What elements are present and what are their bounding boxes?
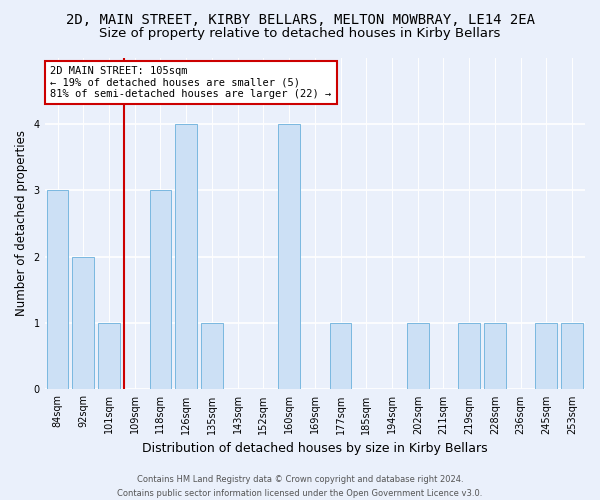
Text: Size of property relative to detached houses in Kirby Bellars: Size of property relative to detached ho… <box>100 28 500 40</box>
Bar <box>98 323 120 390</box>
Bar <box>201 323 223 390</box>
X-axis label: Distribution of detached houses by size in Kirby Bellars: Distribution of detached houses by size … <box>142 442 488 455</box>
Bar <box>149 190 172 390</box>
Bar <box>561 323 583 390</box>
Bar <box>278 124 300 390</box>
Text: Contains HM Land Registry data © Crown copyright and database right 2024.
Contai: Contains HM Land Registry data © Crown c… <box>118 476 482 498</box>
Text: 2D, MAIN STREET, KIRBY BELLARS, MELTON MOWBRAY, LE14 2EA: 2D, MAIN STREET, KIRBY BELLARS, MELTON M… <box>65 12 535 26</box>
Bar <box>175 124 197 390</box>
Bar <box>458 323 480 390</box>
Bar <box>73 256 94 390</box>
Bar <box>329 323 352 390</box>
Bar <box>47 190 68 390</box>
Text: 2D MAIN STREET: 105sqm
← 19% of detached houses are smaller (5)
81% of semi-deta: 2D MAIN STREET: 105sqm ← 19% of detached… <box>50 66 331 99</box>
Bar <box>484 323 506 390</box>
Bar <box>535 323 557 390</box>
Y-axis label: Number of detached properties: Number of detached properties <box>15 130 28 316</box>
Bar <box>407 323 428 390</box>
